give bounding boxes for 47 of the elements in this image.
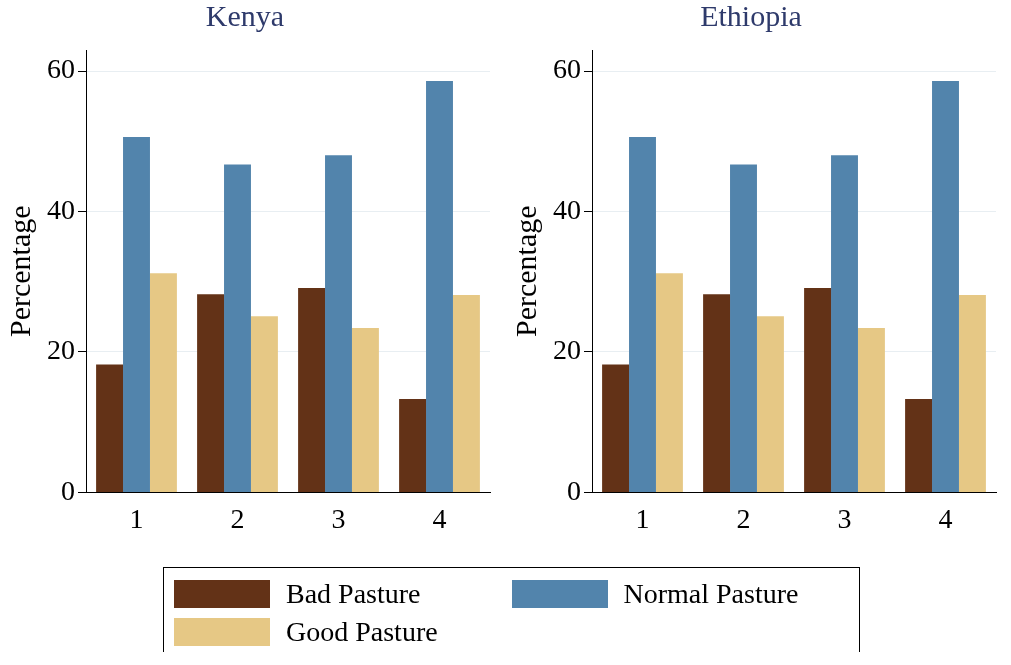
bar [250,316,278,492]
x-tick-label: 1 [129,502,144,534]
bar [804,288,832,492]
y-tick-label: 20 [47,334,75,366]
bar [96,364,124,492]
y-tick-label: 40 [553,193,581,225]
bar [831,155,858,492]
x-tick-label: 2 [736,502,751,534]
y-tick-label: 20 [553,334,581,366]
chart-title: Ethiopia [700,0,802,32]
bar [756,316,784,492]
y-axis-title: Percentage [508,205,542,337]
bar [197,294,225,492]
y-tick-label: 60 [47,53,75,85]
bar [857,328,885,492]
bar [730,164,757,492]
y-tick-label: 0 [567,474,581,506]
legend-label: Normal Pasture [623,578,799,610]
bar [932,80,959,492]
bar [426,80,453,492]
legend-label: Good Pasture [286,616,438,648]
chart-title: Kenya [205,0,285,32]
y-tick-label: 0 [61,474,75,506]
bar [958,295,986,492]
bar [224,164,251,492]
bar [655,273,683,492]
bar [703,294,731,492]
x-tick-label: 3 [837,502,852,534]
bar [452,295,480,492]
x-tick-label: 4 [432,502,447,534]
y-tick-label: 40 [47,193,75,225]
legend-label: Bad Pasture [286,578,421,610]
x-tick-label: 3 [331,502,346,534]
bar [399,399,427,492]
bar [905,399,933,492]
y-axis-title: Percentage [2,205,36,337]
bar [325,155,352,492]
x-tick-label: 4 [938,502,953,534]
x-tick-label: 1 [635,502,650,534]
bar [602,364,630,492]
y-tick-label: 60 [553,53,581,85]
bar [351,328,379,492]
x-tick-label: 2 [230,502,245,534]
bar [149,273,177,492]
bar [298,288,326,492]
bar [629,137,656,492]
bar [123,137,150,492]
